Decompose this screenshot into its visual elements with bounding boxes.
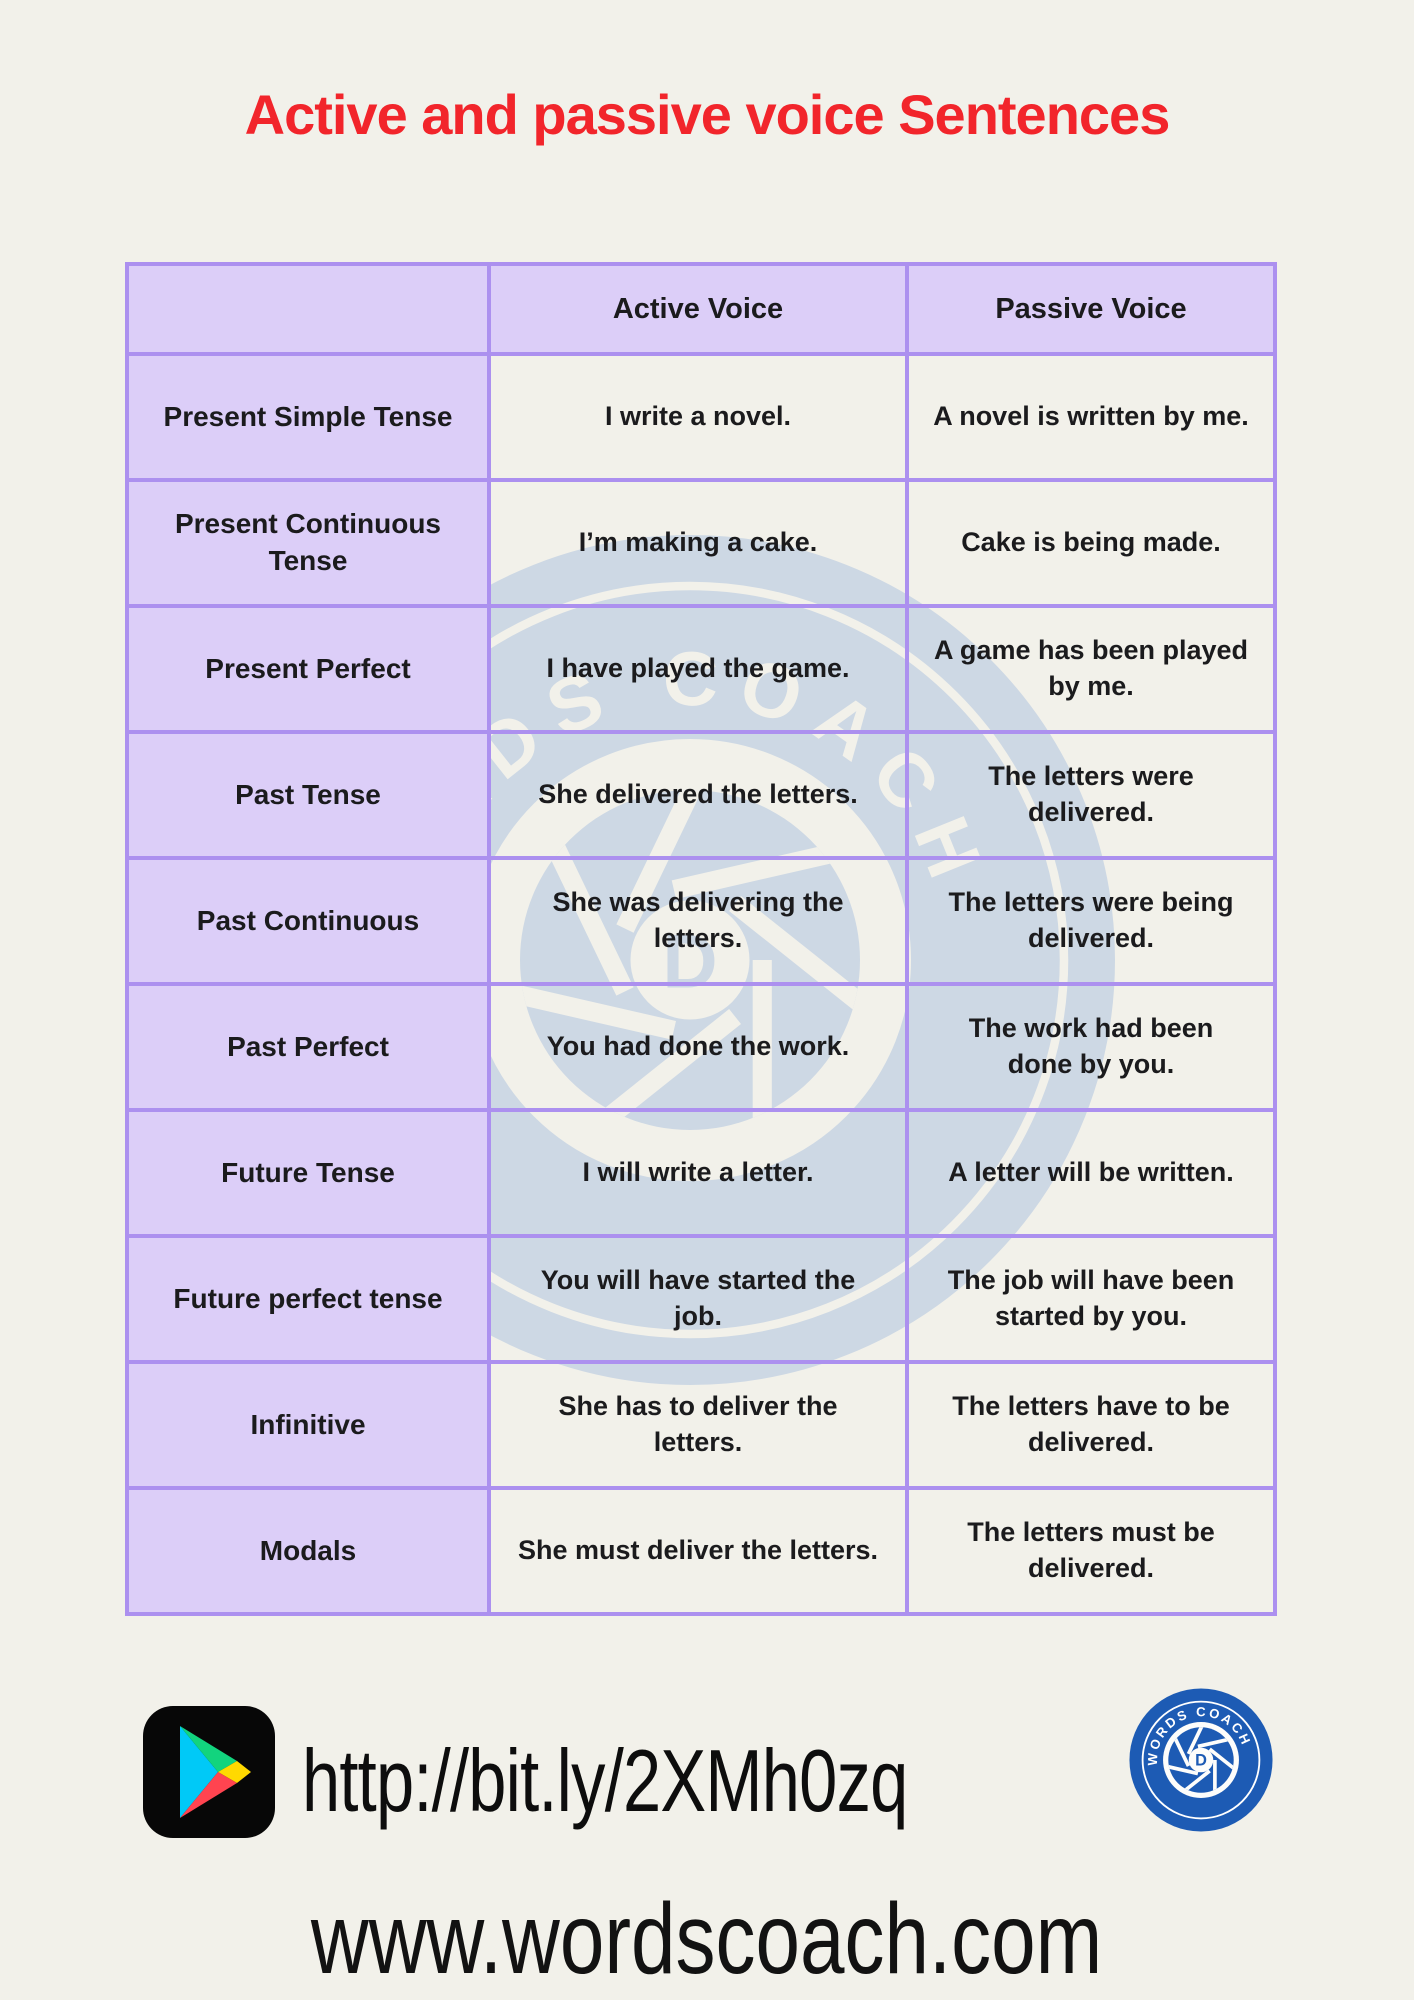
active-cell: I have played the game. bbox=[487, 604, 909, 734]
passive-cell: The letters were being delivered. bbox=[905, 856, 1277, 986]
page-title: Active and passive voice Sentences bbox=[244, 83, 1171, 146]
tense-cell: Present Perfect bbox=[125, 604, 491, 734]
logo-monogram: D bbox=[1195, 1752, 1207, 1770]
tense-cell: Past Tense bbox=[125, 730, 491, 860]
passive-cell: The job will have been started by you. bbox=[905, 1234, 1277, 1364]
tense-cell: Future Tense bbox=[125, 1108, 491, 1238]
table-row: Present Simple Tense I write a novel. A … bbox=[125, 352, 1277, 482]
site-url: www.wordscoach.com bbox=[0, 1882, 1414, 1997]
table-row: Present Perfect I have played the game. … bbox=[125, 604, 1277, 734]
table-row: Past Tense She delivered the letters. Th… bbox=[125, 730, 1277, 860]
tense-cell: Past Continuous bbox=[125, 856, 491, 986]
aperture-icon: D bbox=[1168, 1727, 1234, 1793]
table-row: Present Continuous Tense I’m making a ca… bbox=[125, 478, 1277, 608]
site-url-text: www.wordscoach.com bbox=[311, 1883, 1103, 1995]
table-row: Past Continuous She was delivering the l… bbox=[125, 856, 1277, 986]
active-cell: You had done the work. bbox=[487, 982, 909, 1112]
app-link-text: http://bit.ly/2XMh0zq bbox=[302, 1731, 908, 1830]
table-row: Past Perfect You had done the work. The … bbox=[125, 982, 1277, 1112]
passive-cell: The letters were delivered. bbox=[905, 730, 1277, 860]
tense-cell: Future perfect tense bbox=[125, 1234, 491, 1364]
passive-cell: The work had been done by you. bbox=[905, 982, 1277, 1112]
active-cell: I write a novel. bbox=[487, 352, 909, 482]
active-cell: She must deliver the letters. bbox=[487, 1486, 909, 1616]
tense-cell: Modals bbox=[125, 1486, 491, 1616]
passive-cell: A game has been played by me. bbox=[905, 604, 1277, 734]
active-cell: You will have started the job. bbox=[487, 1234, 909, 1364]
active-cell: She has to deliver the letters. bbox=[487, 1360, 909, 1490]
active-cell: She was delivering the letters. bbox=[487, 856, 909, 986]
words-coach-logo: WORDS COACH D bbox=[1129, 1688, 1273, 1832]
tenses-table: Active Voice Passive Voice Present Simpl… bbox=[125, 262, 1277, 1616]
table-row: Modals She must deliver the letters. The… bbox=[125, 1486, 1277, 1616]
active-cell: She delivered the letters. bbox=[487, 730, 909, 860]
table-header-row: Active Voice Passive Voice bbox=[125, 262, 1277, 356]
tense-cell: Present Simple Tense bbox=[125, 352, 491, 482]
active-cell: I will write a letter. bbox=[487, 1108, 909, 1238]
passive-cell: The letters must be delivered. bbox=[905, 1486, 1277, 1616]
passive-cell: The letters have to be delivered. bbox=[905, 1360, 1277, 1490]
table-row: Future perfect tense You will have start… bbox=[125, 1234, 1277, 1364]
passive-cell: A letter will be written. bbox=[905, 1108, 1277, 1238]
tense-cell: Present Continuous Tense bbox=[125, 478, 491, 608]
tense-cell: Past Perfect bbox=[125, 982, 491, 1112]
passive-cell: Cake is being made. bbox=[905, 478, 1277, 608]
table-row: Future Tense I will write a letter. A le… bbox=[125, 1108, 1277, 1238]
google-play-icon bbox=[143, 1706, 275, 1838]
header-active-voice: Active Voice bbox=[487, 262, 909, 356]
header-empty-cell bbox=[125, 262, 491, 356]
passive-cell: A novel is written by me. bbox=[905, 352, 1277, 482]
header-passive-voice: Passive Voice bbox=[905, 262, 1277, 356]
active-cell: I’m making a cake. bbox=[487, 478, 909, 608]
tense-cell: Infinitive bbox=[125, 1360, 491, 1490]
table-row: Infinitive She has to deliver the letter… bbox=[125, 1360, 1277, 1490]
